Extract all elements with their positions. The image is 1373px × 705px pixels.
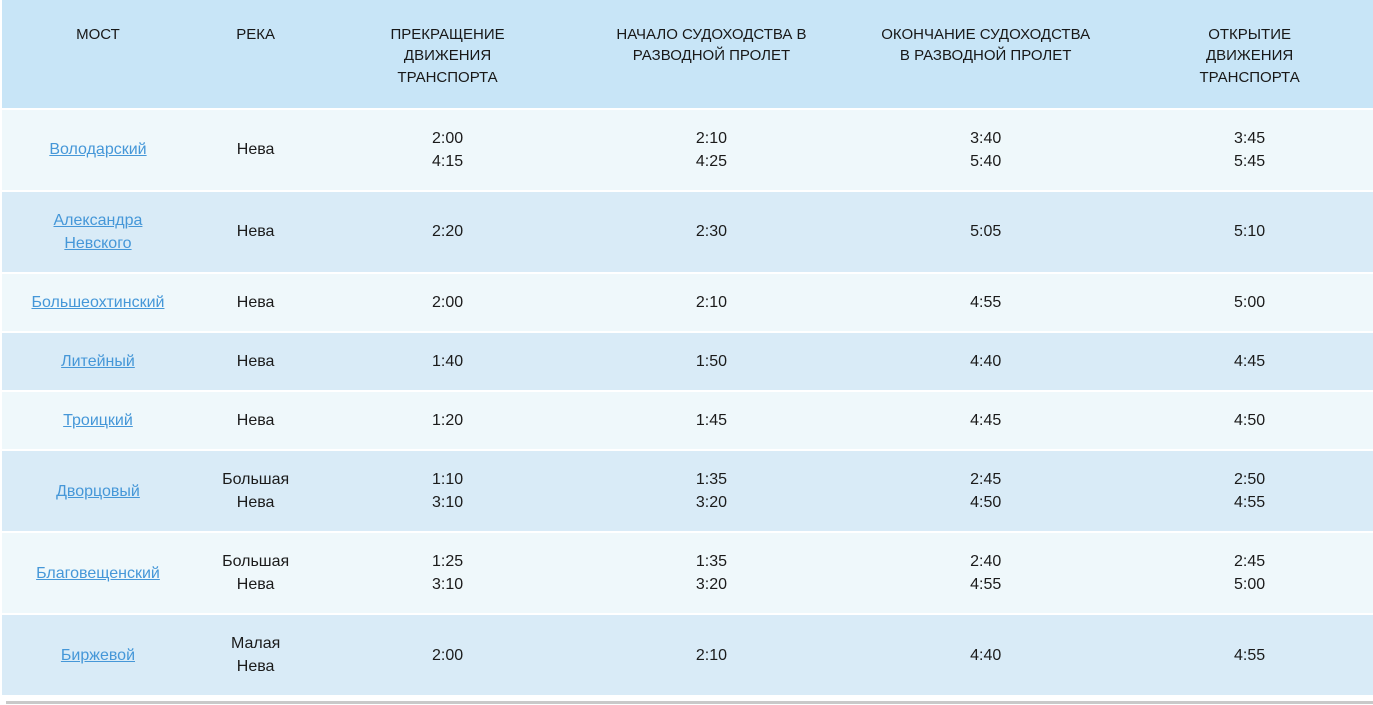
traffic-stop-cell: 2:00 4:15 bbox=[431, 129, 464, 170]
nav-end-cell: 4:40 bbox=[970, 646, 1002, 664]
column-header-traffic-open: ОТКРЫТИЕ ДВИЖЕНИЯ ТРАНСПОРТА bbox=[1199, 26, 1300, 86]
traffic-open-cell: 5:10 bbox=[1234, 223, 1266, 241]
nav-start-cell: 1:35 3:20 bbox=[695, 471, 728, 512]
traffic-open-cell: 4:55 bbox=[1234, 646, 1266, 664]
table-row: Большеохтинский Нева 2:00 2:10 4:55 5:00 bbox=[2, 273, 1373, 333]
bridge-cell: Большеохтинский bbox=[2, 273, 194, 332]
bridge-link[interactable]: Литейный bbox=[61, 353, 135, 371]
table-row: Александра Невского Нева 2:20 2:30 5:05 … bbox=[2, 190, 1373, 274]
traffic-open-cell: 2:45 5:00 bbox=[1234, 553, 1266, 594]
bridge-link[interactable]: Дворцовый bbox=[56, 482, 140, 500]
bottom-divider bbox=[6, 701, 1373, 705]
column-header-bridge: МОСТ bbox=[76, 26, 120, 43]
river-cell: Большая Нева bbox=[222, 553, 290, 594]
bridge-cell: Володарский bbox=[2, 109, 194, 191]
nav-end-cell: 5:05 bbox=[970, 223, 1002, 241]
bridge-cell: Троицкий bbox=[2, 391, 194, 450]
table-body: Володарский Нева 2:00 4:15 2:10 4:25 3:4… bbox=[2, 108, 1373, 697]
nav-start-cell: 2:10 bbox=[695, 646, 728, 664]
traffic-stop-cell: 1:40 bbox=[431, 353, 464, 371]
river-cell: Малая Нева bbox=[230, 635, 281, 676]
table-row: Благовещенский Большая Нева 1:25 3:10 1:… bbox=[2, 532, 1373, 615]
river-cell: Нева bbox=[236, 223, 275, 241]
bridge-cell: Благовещенский bbox=[2, 532, 194, 614]
table-row: Дворцовый Большая Нева 1:10 3:10 1:35 3:… bbox=[2, 450, 1373, 533]
column-header-river: РЕКА bbox=[236, 26, 275, 43]
nav-start-cell: 2:10 bbox=[695, 294, 728, 312]
nav-start-cell: 1:45 bbox=[695, 412, 728, 430]
river-cell: Нева bbox=[236, 353, 275, 371]
river-cell: Нева bbox=[236, 412, 275, 430]
column-header-traffic-stop: ПРЕКРАЩЕНИЕ ДВИЖЕНИЯ ТРАНСПОРТА bbox=[390, 26, 505, 86]
bridge-cell: Литейный bbox=[2, 332, 194, 391]
nav-end-cell: 4:45 bbox=[970, 412, 1002, 430]
traffic-stop-cell: 2:20 bbox=[431, 223, 464, 241]
river-cell: Большая Нева bbox=[222, 471, 290, 512]
bridge-link[interactable]: Троицкий bbox=[63, 412, 133, 430]
traffic-open-cell: 2:50 4:55 bbox=[1234, 471, 1266, 512]
table-row: Биржевой Малая Нева 2:00 2:10 4:40 4:55 bbox=[2, 614, 1373, 697]
traffic-open-cell: 5:00 bbox=[1234, 294, 1266, 312]
nav-end-cell: 4:55 bbox=[970, 294, 1002, 312]
traffic-open-cell: 3:45 5:45 bbox=[1234, 129, 1266, 170]
nav-start-cell: 2:10 4:25 bbox=[695, 129, 728, 170]
bridge-cell: Дворцовый bbox=[2, 450, 194, 532]
header-row: МОСТ РЕКА ПРЕКРАЩЕНИЕ ДВИЖЕНИЯ ТРАНСПОРТ… bbox=[2, 0, 1373, 109]
bridge-cell: Александра Невского bbox=[2, 191, 194, 273]
nav-start-cell: 1:35 3:20 bbox=[695, 553, 728, 594]
nav-end-cell: 4:40 bbox=[970, 353, 1002, 371]
traffic-stop-cell: 1:20 bbox=[431, 412, 464, 430]
table-row: Троицкий Нева 1:20 1:45 4:45 4:50 bbox=[2, 391, 1373, 451]
traffic-open-cell: 4:45 bbox=[1234, 353, 1266, 371]
traffic-stop-cell: 2:00 bbox=[431, 294, 464, 312]
nav-start-cell: 2:30 bbox=[695, 223, 728, 241]
table-header: МОСТ РЕКА ПРЕКРАЩЕНИЕ ДВИЖЕНИЯ ТРАНСПОРТ… bbox=[2, 0, 1373, 109]
bridge-link[interactable]: Большеохтинский bbox=[31, 294, 165, 312]
bridge-link[interactable]: Александра Невского bbox=[53, 211, 143, 252]
traffic-stop-cell: 1:10 3:10 bbox=[431, 471, 464, 512]
table-row: Володарский Нева 2:00 4:15 2:10 4:25 3:4… bbox=[2, 108, 1373, 191]
river-cell: Нева bbox=[236, 294, 275, 312]
nav-end-cell: 2:40 4:55 bbox=[970, 553, 1002, 594]
column-header-nav-start: НАЧАЛО СУДОХОДСТВА В РАЗВОДНОЙ ПРОЛЕТ bbox=[616, 26, 807, 65]
nav-start-cell: 1:50 bbox=[695, 353, 728, 371]
river-cell: Нева bbox=[236, 141, 275, 159]
nav-end-cell: 2:45 4:50 bbox=[970, 471, 1002, 512]
traffic-stop-cell: 2:00 bbox=[431, 646, 464, 664]
nav-end-cell: 3:40 5:40 bbox=[970, 129, 1002, 170]
bridge-link[interactable]: Благовещенский bbox=[36, 564, 160, 582]
bridge-link[interactable]: Биржевой bbox=[60, 646, 136, 664]
traffic-open-cell: 4:50 bbox=[1234, 412, 1266, 430]
bridge-link[interactable]: Володарский bbox=[49, 141, 147, 159]
table-row: Литейный Нева 1:40 1:50 4:40 4:45 bbox=[2, 332, 1373, 392]
column-header-nav-end: ОКОНЧАНИЕ СУДОХОДСТВА В РАЗВОДНОЙ ПРОЛЕТ bbox=[881, 26, 1091, 65]
bridge-cell: Биржевой bbox=[2, 614, 194, 696]
traffic-stop-cell: 1:25 3:10 bbox=[431, 553, 464, 594]
